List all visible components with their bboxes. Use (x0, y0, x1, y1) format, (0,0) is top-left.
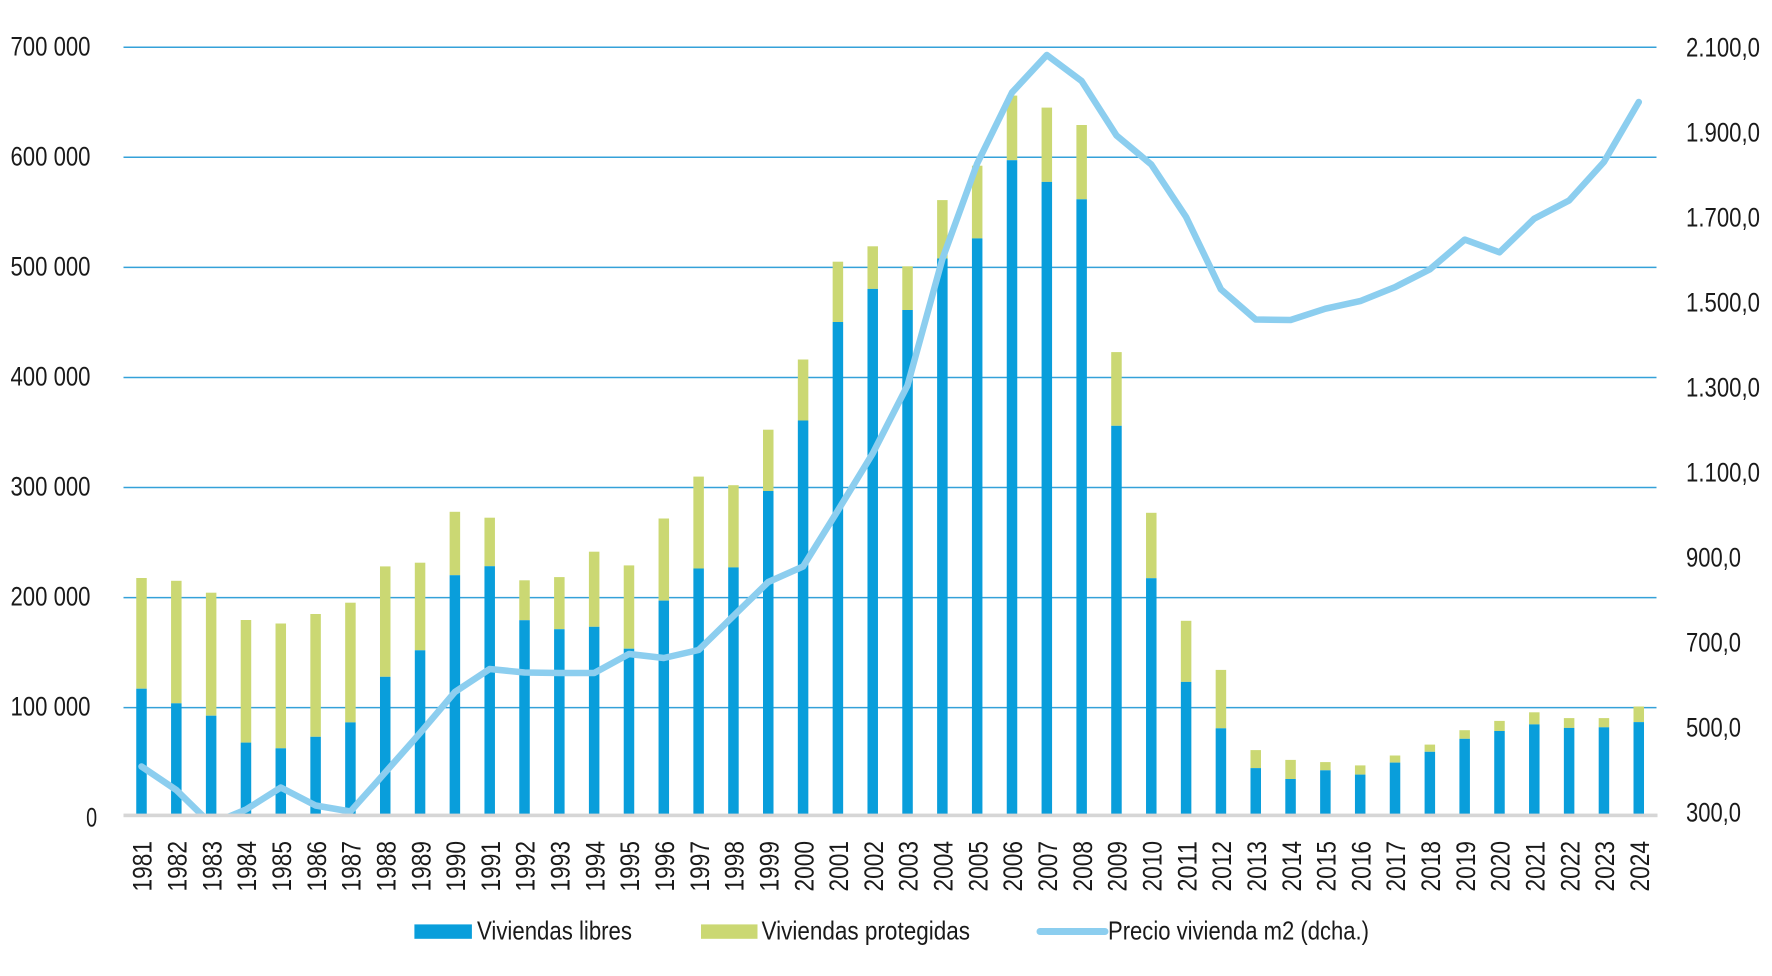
svg-text:300,0: 300,0 (1686, 798, 1741, 828)
svg-text:2013: 2013 (1242, 841, 1272, 892)
svg-text:2004: 2004 (929, 841, 959, 892)
svg-text:1997: 1997 (685, 841, 715, 892)
svg-text:500 000: 500 000 (11, 251, 91, 281)
svg-text:1999: 1999 (755, 841, 785, 892)
svg-text:300 000: 300 000 (11, 472, 91, 502)
svg-text:1.700,0: 1.700,0 (1686, 203, 1760, 233)
svg-text:2001: 2001 (824, 841, 854, 892)
svg-text:200 000: 200 000 (11, 582, 91, 612)
svg-text:2020: 2020 (1486, 841, 1516, 892)
svg-text:2000: 2000 (789, 841, 819, 892)
svg-text:900,0: 900,0 (1686, 543, 1741, 573)
svg-text:1988: 1988 (371, 841, 401, 892)
svg-text:400 000: 400 000 (11, 362, 91, 392)
svg-text:1993: 1993 (546, 841, 576, 892)
svg-text:1981: 1981 (128, 841, 158, 892)
svg-text:100 000: 100 000 (11, 692, 91, 722)
svg-text:2019: 2019 (1451, 841, 1481, 892)
svg-text:1.900,0: 1.900,0 (1686, 118, 1760, 148)
svg-text:1983: 1983 (197, 841, 227, 892)
svg-text:1985: 1985 (267, 841, 297, 892)
svg-text:2023: 2023 (1590, 841, 1620, 892)
svg-text:1984: 1984 (232, 841, 262, 892)
svg-text:2003: 2003 (894, 841, 924, 892)
svg-text:1986: 1986 (302, 841, 332, 892)
svg-text:2014: 2014 (1277, 841, 1307, 892)
svg-text:1990: 1990 (441, 841, 471, 892)
svg-text:2.100,0: 2.100,0 (1686, 33, 1760, 63)
svg-text:2008: 2008 (1068, 841, 1098, 892)
svg-text:1.500,0: 1.500,0 (1686, 288, 1760, 318)
svg-text:600 000: 600 000 (11, 141, 91, 171)
svg-text:Precio vivienda m2 (dcha.): Precio vivienda m2 (dcha.) (1108, 916, 1369, 946)
svg-text:2010: 2010 (1138, 841, 1168, 892)
svg-text:1987: 1987 (337, 841, 367, 892)
svg-text:2016: 2016 (1346, 841, 1376, 892)
svg-text:1982: 1982 (163, 841, 193, 892)
svg-text:700,0: 700,0 (1686, 628, 1741, 658)
svg-text:2024: 2024 (1625, 841, 1655, 892)
svg-text:2012: 2012 (1207, 841, 1237, 892)
svg-text:700 000: 700 000 (11, 31, 91, 61)
svg-text:2011: 2011 (1172, 841, 1202, 892)
svg-text:Viviendas libres: Viviendas libres (477, 916, 632, 946)
svg-text:1.300,0: 1.300,0 (1686, 373, 1760, 403)
svg-text:2002: 2002 (859, 841, 889, 892)
svg-text:1994: 1994 (580, 841, 610, 892)
svg-text:1998: 1998 (720, 841, 750, 892)
svg-text:500,0: 500,0 (1686, 713, 1741, 743)
svg-text:2015: 2015 (1312, 841, 1342, 892)
svg-text:1.100,0: 1.100,0 (1686, 458, 1760, 488)
svg-text:1991: 1991 (476, 841, 506, 892)
svg-text:2009: 2009 (1103, 841, 1133, 892)
svg-text:1992: 1992 (511, 841, 541, 892)
svg-text:2005: 2005 (963, 841, 993, 892)
svg-text:1995: 1995 (615, 841, 645, 892)
svg-text:Viviendas protegidas: Viviendas protegidas (762, 916, 971, 946)
svg-text:2017: 2017 (1381, 841, 1411, 892)
svg-text:1996: 1996 (650, 841, 680, 892)
svg-text:1989: 1989 (406, 841, 436, 892)
svg-text:2006: 2006 (998, 841, 1028, 892)
svg-text:2007: 2007 (1033, 841, 1063, 892)
svg-text:2022: 2022 (1555, 841, 1585, 892)
svg-text:2021: 2021 (1521, 841, 1551, 892)
svg-text:2018: 2018 (1416, 841, 1446, 892)
svg-text:0: 0 (86, 803, 97, 833)
